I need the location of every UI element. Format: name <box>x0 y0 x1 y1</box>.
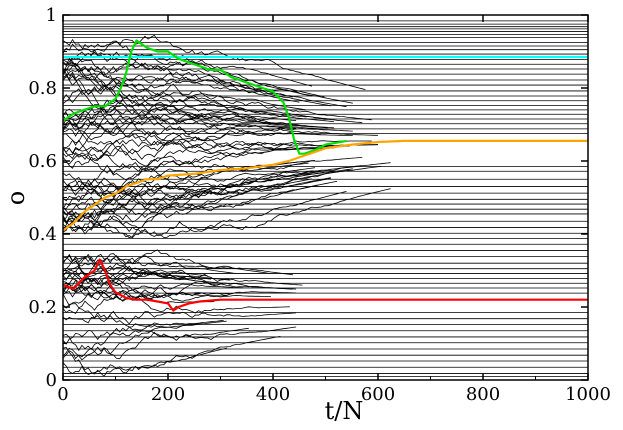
agent-trajectory <box>62 327 249 360</box>
x-tick-label: 400 <box>256 384 290 405</box>
highlight-series-1 <box>62 39 347 155</box>
x-tick-label: 0 <box>57 384 68 405</box>
agent-trajectory <box>62 68 300 126</box>
y-tick-label: 0 <box>46 370 57 391</box>
agent-trajectory <box>62 154 353 188</box>
agent-trajectory <box>62 142 322 157</box>
highlight-series-2 <box>62 139 588 232</box>
agent-trajectory <box>62 34 366 90</box>
agent-trajectory <box>62 125 350 158</box>
agent-trajectory <box>62 179 319 211</box>
plot-area <box>62 14 589 381</box>
x-tick-label: 1000 <box>565 384 611 405</box>
agent-trajectory <box>62 336 281 378</box>
y-tick-label: 0.8 <box>28 78 57 99</box>
y-tick-label: 0.2 <box>28 297 57 318</box>
plot-frame <box>62 14 589 381</box>
x-axis-ticks: 0 200 400 600 800 1000 <box>57 15 611 405</box>
agent-trajectory <box>62 162 309 198</box>
agent-trajectory <box>62 107 328 158</box>
agent-trajectory <box>62 279 271 302</box>
agent-trajectory <box>62 253 227 284</box>
agent-trajectory <box>62 320 227 352</box>
x-tick-label: 600 <box>361 384 395 405</box>
agent-trajectory <box>62 169 350 203</box>
agent-trajectory <box>62 60 293 98</box>
y-axis-title: o <box>2 191 30 205</box>
agent-trajectory <box>62 323 199 345</box>
y-tick-label: 0.6 <box>28 151 57 172</box>
x-tick-label: 800 <box>466 384 500 405</box>
agent-trajectory <box>62 139 379 161</box>
agent-trajectory <box>62 105 297 132</box>
agent-trajectory <box>62 180 338 239</box>
agent-trajectory <box>62 249 293 276</box>
agent-trajectory <box>62 127 378 160</box>
agent-trajectory <box>62 278 290 314</box>
agent-trajectory <box>62 263 230 283</box>
agent-trajectory <box>62 155 363 186</box>
agent-trajectory <box>62 162 391 224</box>
highlight-series-3 <box>62 258 588 312</box>
y-tick-label: 1 <box>46 5 57 26</box>
y-axis-ticks: 0 0.2 0.4 0.6 0.8 1 <box>28 5 588 391</box>
agent-trajectory <box>62 167 316 222</box>
agent-trajectory <box>62 310 297 325</box>
trajectory-bundle <box>62 34 391 378</box>
y-tick-label: 0.4 <box>28 224 57 245</box>
agent-trajectory <box>62 188 391 236</box>
x-tick-label: 200 <box>151 384 185 405</box>
x-axis-title: t/N <box>325 397 364 425</box>
agent-trajectory <box>62 265 297 290</box>
agent-trajectory <box>62 283 297 298</box>
